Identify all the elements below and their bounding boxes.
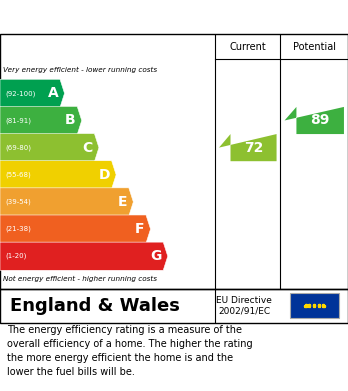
Text: (92-100): (92-100) [5, 90, 35, 97]
Text: (69-80): (69-80) [5, 144, 31, 151]
Text: (39-54): (39-54) [5, 199, 31, 205]
Text: C: C [82, 141, 93, 154]
Polygon shape [285, 107, 344, 134]
Text: Energy Efficiency Rating: Energy Efficiency Rating [10, 8, 239, 26]
Text: England & Wales: England & Wales [10, 296, 180, 315]
Polygon shape [0, 161, 116, 189]
Polygon shape [0, 242, 168, 270]
Text: Very energy efficient - lower running costs: Very energy efficient - lower running co… [3, 66, 158, 73]
Text: EU Directive
2002/91/EC: EU Directive 2002/91/EC [216, 296, 272, 315]
Polygon shape [219, 134, 277, 161]
Text: (55-68): (55-68) [5, 172, 31, 178]
Polygon shape [0, 215, 151, 243]
Polygon shape [0, 106, 82, 135]
Text: Not energy efficient - higher running costs: Not energy efficient - higher running co… [3, 276, 158, 282]
Text: 72: 72 [244, 141, 263, 154]
Text: F: F [135, 222, 144, 236]
Text: (21-38): (21-38) [5, 226, 31, 232]
Text: Potential: Potential [293, 42, 336, 52]
Text: G: G [150, 249, 161, 263]
Polygon shape [0, 79, 64, 108]
Text: (81-91): (81-91) [5, 117, 31, 124]
Text: (1-20): (1-20) [5, 253, 26, 260]
Polygon shape [0, 188, 133, 216]
Text: E: E [118, 195, 127, 209]
Bar [290, 293, 339, 318]
Text: A: A [48, 86, 58, 100]
Text: The energy efficiency rating is a measure of the
overall efficiency of a home. T: The energy efficiency rating is a measur… [7, 325, 253, 377]
Text: Current: Current [229, 42, 266, 52]
Text: D: D [98, 168, 110, 182]
Text: B: B [65, 113, 76, 127]
Text: 89: 89 [310, 113, 330, 127]
Polygon shape [0, 134, 99, 162]
